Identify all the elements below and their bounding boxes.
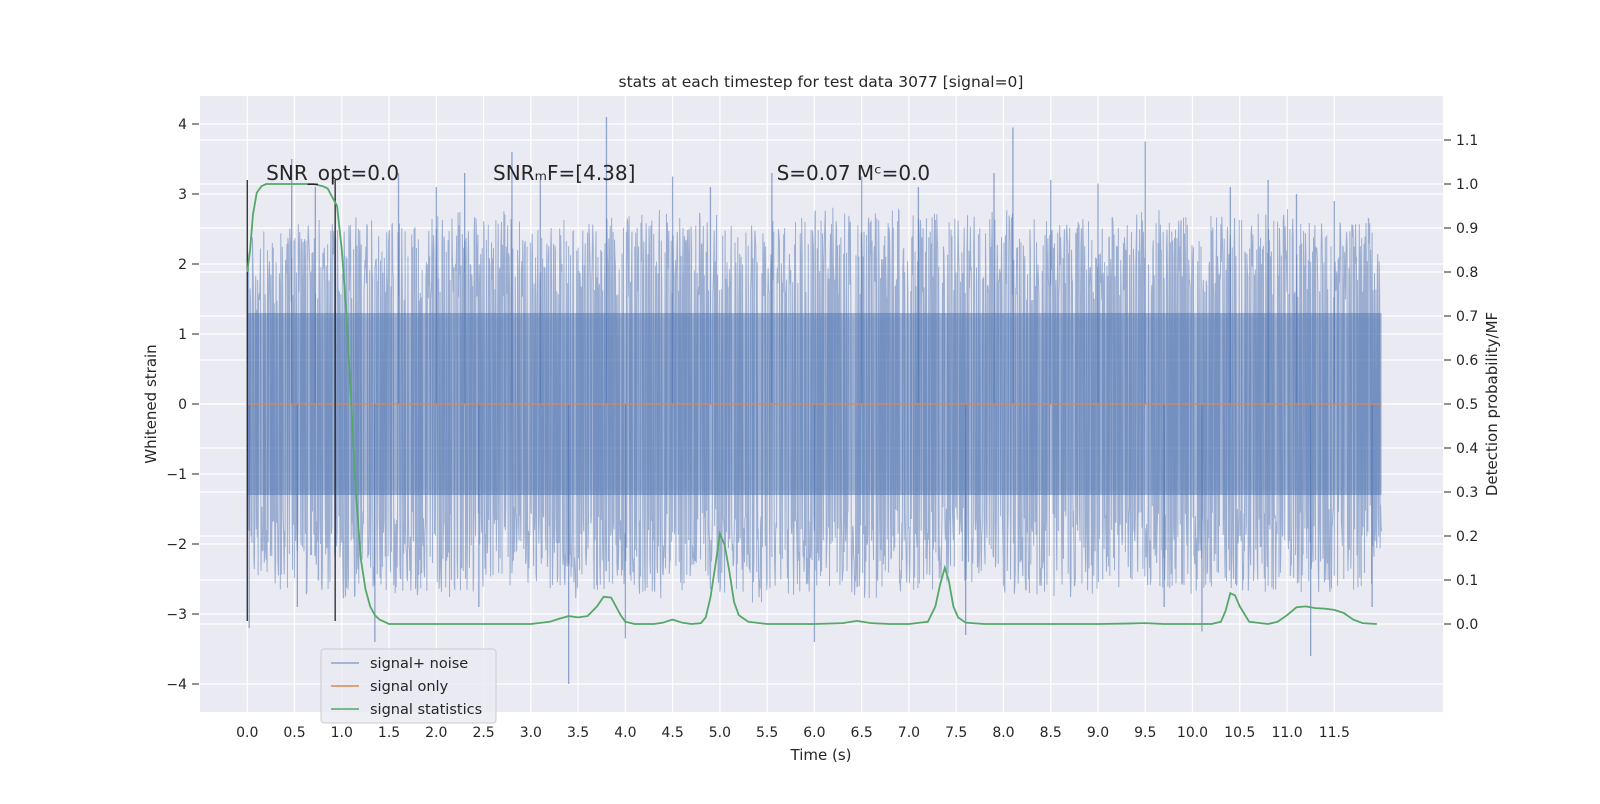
x-tick-label: 3.5: [567, 725, 589, 741]
x-tick-label: 0.0: [236, 725, 258, 741]
y-axis-label: Whitened strain: [142, 344, 160, 463]
axes: 0.0 0.5 1.0 1.5 2.0 2.5 3.0 3.5 4.0 4.5 5.0 5.5 6.0 6…: [166, 117, 1478, 741]
x-tick-label: 1.5: [378, 725, 400, 741]
y-tick-label: 4: [178, 117, 187, 133]
x-tick-label: 6.5: [851, 725, 873, 741]
annotation-text: SNR_opt=0.0: [266, 161, 399, 185]
y2-tick-label: 0.8: [1456, 265, 1478, 281]
y2-tick-label: 1.1: [1456, 133, 1478, 149]
annotations: SNR_opt=0.0 SNRₘF=[4.38] S=0.07 Mᶜ=0.0: [266, 161, 930, 185]
y2-tick-label: 0.2: [1456, 529, 1478, 545]
x-tick-label: 3.0: [520, 725, 542, 741]
x-tick-label: 9.5: [1134, 725, 1156, 741]
y2-tick-label: 0.9: [1456, 221, 1478, 237]
y-tick-label: 0: [178, 397, 187, 413]
plot-series: [246, 117, 1383, 684]
y2-tick-label: 0.3: [1456, 485, 1478, 501]
signal-statistics-line: [246, 183, 1377, 625]
y2-tick-label: 1.0: [1456, 177, 1478, 193]
x-tick-label: 4.5: [661, 725, 683, 741]
y2-axis-label: Detection probability/MF: [1483, 312, 1501, 496]
x-tick-label: 5.5: [756, 725, 778, 741]
annotation-text: S=0.07 Mᶜ=0.0: [777, 161, 931, 185]
y-tick-label: −3: [166, 607, 187, 623]
x-tick-label: 5.0: [709, 725, 731, 741]
x-tick-label: 10.5: [1224, 725, 1255, 741]
y2-tick-label: 0.1: [1456, 573, 1478, 589]
chart-title: stats at each timestep for test data 307…: [619, 73, 1024, 91]
x-tick-label: 0.5: [283, 725, 305, 741]
legend-label-signal-only: signal only: [370, 679, 449, 695]
legend-label-signal-noise: signal+ noise: [370, 656, 468, 672]
y2-tick-label: 0.4: [1456, 441, 1478, 457]
y2-tick-label: 0.5: [1456, 397, 1478, 413]
x-tick-label: 4.0: [614, 725, 636, 741]
x-tick-label: 2.5: [472, 725, 494, 741]
y2-tick-label: 0.6: [1456, 353, 1478, 369]
x-tick-label: 11.0: [1271, 725, 1302, 741]
y-tick-label: 2: [178, 257, 187, 273]
legend-label-signal-statistics: signal statistics: [370, 702, 482, 718]
y-tick-label: −1: [166, 467, 187, 483]
x-tick-label: 8.0: [992, 725, 1014, 741]
legend: signal+ noise signal only signal statist…: [320, 648, 497, 724]
y-tick-label: 1: [178, 327, 187, 343]
x-tick-label: 7.0: [898, 725, 920, 741]
y-tick-label: −2: [166, 537, 187, 553]
y2-tick-label: 0.0: [1456, 617, 1478, 633]
x-tick-label: 9.0: [1087, 725, 1109, 741]
y2-tick-label: 0.7: [1456, 309, 1478, 325]
x-tick-label: 7.5: [945, 725, 967, 741]
y-tick-label: −4: [166, 677, 187, 693]
x-tick-label: 6.0: [803, 725, 825, 741]
x-tick-label: 8.5: [1040, 725, 1062, 741]
x-tick-label: 10.0: [1177, 725, 1208, 741]
x-tick-label: 2.0: [425, 725, 447, 741]
y-tick-label: 3: [178, 187, 187, 203]
x-axis-label: Time (s): [790, 746, 852, 764]
legend-box: [320, 648, 497, 724]
annotation-text: SNRₘF=[4.38]: [493, 161, 635, 185]
x-tick-label: 11.5: [1319, 725, 1350, 741]
x-tick-label: 1.0: [331, 725, 353, 741]
